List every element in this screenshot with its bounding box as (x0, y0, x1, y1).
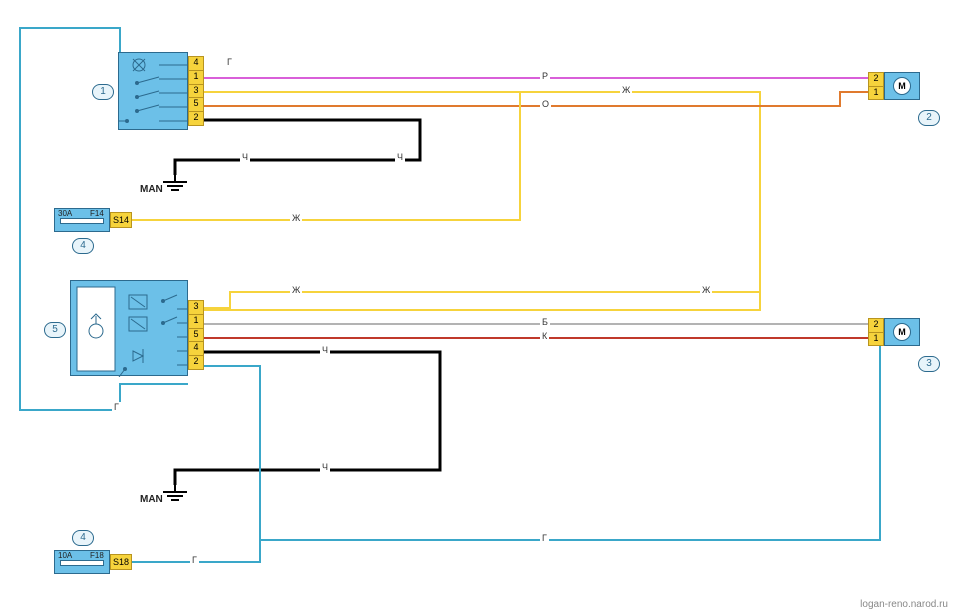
node-badge-4a: 4 (72, 238, 94, 254)
wire-label-zh: Ж (620, 85, 632, 95)
fuse-f18-pin: S18 (110, 554, 132, 570)
component-1-internal (119, 53, 189, 131)
pin: 2 (869, 319, 883, 333)
wire-label-p: Р (540, 71, 550, 81)
fuse-f18-body (60, 560, 104, 566)
motor-icon: М (893, 77, 911, 95)
wire-label-o: О (540, 99, 551, 109)
node-badge-5: 5 (44, 322, 66, 338)
fuse-f14-body (60, 218, 104, 224)
ground-label-1: MAN (140, 184, 163, 195)
component-5-internal (71, 281, 189, 377)
component-5-control (70, 280, 188, 376)
pin: 1 (869, 87, 883, 100)
pin: 3 (189, 301, 203, 315)
component-2-pins: 2 1 (868, 72, 884, 100)
component-1-switch (118, 52, 188, 130)
wire-label-g: Г (540, 533, 549, 543)
wire-label-k: К (540, 331, 549, 341)
wire-label-ch: Ч (320, 345, 330, 355)
wire-label-zh: Ж (700, 285, 712, 295)
pin: 2 (189, 112, 203, 125)
component-3-pins: 2 1 (868, 318, 884, 346)
node-badge-3: 3 (918, 356, 940, 372)
wire-label-g: Г (190, 555, 199, 565)
pin: 4 (189, 57, 203, 71)
wire-label-g: Г (225, 57, 234, 67)
pin: 2 (189, 356, 203, 369)
fuse-f18-rating: 10A (58, 551, 72, 560)
ground-label-2: MAN (140, 494, 163, 505)
component-1-pins: 4 1 3 5 2 (188, 56, 204, 126)
node-badge-1: 1 (92, 84, 114, 100)
wire-label-b: Б (540, 317, 550, 327)
motor-icon: М (893, 323, 911, 341)
pin: 4 (189, 342, 203, 356)
watermark: logan-reno.narod.ru (860, 599, 948, 610)
node-badge-4b: 4 (72, 530, 94, 546)
pin: 1 (869, 333, 883, 346)
wire-label-ch: Ч (240, 152, 250, 162)
node-badge-2: 2 (918, 110, 940, 126)
wire-label-g: Г (112, 402, 121, 412)
fuse-f14-rating: 30A (58, 209, 72, 218)
wire-label-ch: Ч (320, 462, 330, 472)
wire-label-ch: Ч (395, 152, 405, 162)
pin: 5 (189, 329, 203, 343)
pin: 1 (189, 71, 203, 85)
fuse-f14-label: F14 (90, 209, 104, 218)
pin: 1 (189, 315, 203, 329)
wire-label-zh: Ж (290, 285, 302, 295)
fuse-f18-label: F18 (90, 551, 104, 560)
pin: 3 (189, 85, 203, 99)
pin: 2 (869, 73, 883, 87)
pin: 5 (189, 98, 203, 112)
component-5-pins: 3 1 5 4 2 (188, 300, 204, 370)
fuse-f14-pin: S14 (110, 212, 132, 228)
wire-label-zh: Ж (290, 213, 302, 223)
